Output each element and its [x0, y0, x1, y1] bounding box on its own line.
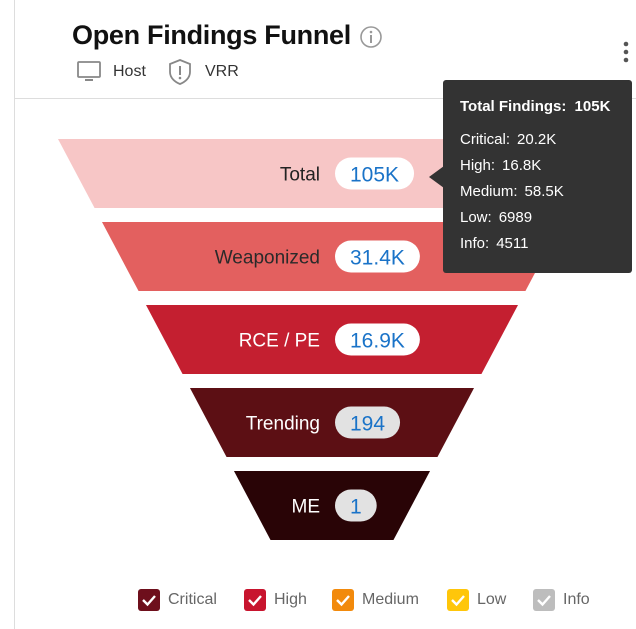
legend-item: Critical: [138, 589, 217, 611]
card-border: [14, 0, 15, 629]
stage-value: 16.9K: [350, 330, 405, 353]
stage-value: 105K: [350, 164, 399, 187]
tooltip-row-label: Info:: [460, 235, 490, 252]
legend-label: Info: [563, 591, 590, 608]
stage-label: ME: [292, 497, 321, 518]
menu-icon[interactable]: [620, 40, 632, 64]
tooltip: Total Findings: 105K Critical: 20.2K High: 1…: [443, 80, 632, 273]
legend-label: Medium: [362, 591, 419, 608]
legend-item: Info: [533, 589, 590, 611]
legend-checkbox[interactable]: [138, 589, 160, 611]
funnel-stage: [233, 471, 431, 540]
title: Open Findings Funnel: [72, 20, 351, 51]
info-icon[interactable]: [359, 25, 383, 49]
tag-vrr: VRR: [205, 63, 239, 80]
stage-value: 194: [350, 413, 385, 436]
legend-checkbox[interactable]: [447, 589, 469, 611]
stage-label: Total: [280, 165, 320, 186]
legend-item: Low: [447, 589, 506, 611]
tooltip-row-value: 4511: [496, 235, 529, 252]
legend-checkbox[interactable]: [533, 589, 555, 611]
check: [451, 595, 465, 607]
tooltip-row: Critical: 20.2K: [460, 131, 556, 148]
legend-label: Low: [477, 591, 507, 608]
legend-label: Critical: [168, 591, 217, 608]
stage-value: 31.4K: [350, 247, 405, 270]
tag-host: Host: [113, 63, 146, 80]
stage-value: 1: [350, 496, 362, 519]
host-icon: [77, 61, 101, 81]
title-text: Open Findings Funnel: [72, 20, 351, 50]
tooltip-row: Medium: 58.5K: [460, 183, 564, 200]
stage-label: RCE / PE: [239, 331, 320, 352]
tooltip-row-label: Low:: [460, 209, 492, 226]
tooltip-row: Low: 6989: [460, 209, 532, 226]
value-pill: [335, 489, 377, 522]
stage-label: Weaponized: [215, 248, 320, 269]
tooltip-row-label: Critical:: [460, 131, 511, 148]
legend-label: High: [274, 591, 307, 608]
legend-checkbox[interactable]: [244, 589, 266, 611]
tooltip-title-label: Total Findings:: [460, 98, 567, 115]
tooltip-row-value: 20.2K: [517, 131, 557, 148]
vrr-icon: [169, 59, 191, 85]
value-pill: [335, 240, 420, 273]
tooltip-row-label: Medium:: [460, 183, 518, 200]
check: [336, 595, 350, 607]
legend-checkbox[interactable]: [332, 589, 354, 611]
tooltip-title: Total Findings: 105K: [460, 98, 610, 115]
legend-item: Medium: [332, 589, 419, 611]
header-divider: [14, 98, 636, 99]
value-pill: [335, 157, 415, 190]
tooltip-row-value: 16.8K: [502, 157, 542, 174]
tooltip-row-label: High:: [460, 157, 496, 174]
check: [142, 595, 156, 607]
tooltip-arrow: [429, 166, 444, 188]
tooltip-row: High: 16.8K: [460, 157, 541, 174]
funnel-stage: [189, 388, 475, 457]
tooltip-row: Info: 4511: [460, 235, 528, 252]
funnel-stage: [145, 305, 519, 374]
tooltip-total: 105K: [574, 98, 611, 115]
tooltip-row-value: 58.5K: [524, 183, 564, 200]
stage-label: Trending: [246, 414, 320, 435]
value-pill: [335, 406, 401, 439]
check: [537, 595, 551, 607]
value-pill: [335, 323, 420, 356]
check: [248, 595, 262, 607]
legend-item: High: [244, 589, 307, 611]
tooltip-row-value: 6989: [498, 209, 533, 226]
